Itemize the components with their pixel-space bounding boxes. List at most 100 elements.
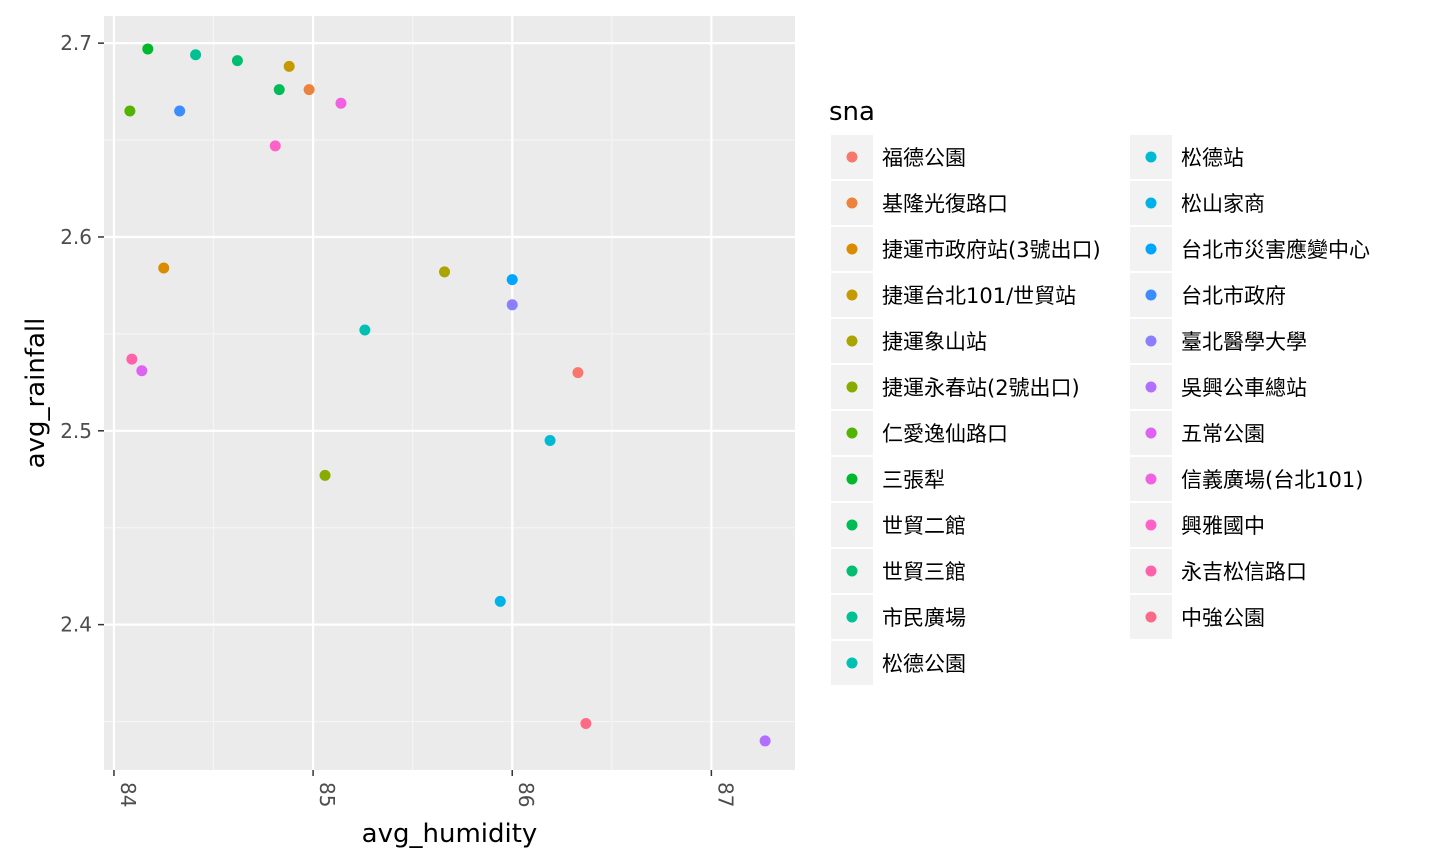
legend-item: 松山家商 (1130, 181, 1265, 225)
legend-swatch (1145, 289, 1157, 301)
legend-swatch (846, 381, 858, 393)
legend-label: 捷運象山站 (882, 330, 987, 354)
legend-swatch (846, 335, 858, 347)
data-points (124, 43, 771, 747)
data-point (174, 105, 186, 117)
legend-label: 吳興公車總站 (1181, 376, 1307, 400)
legend-item: 台北市災害應變中心 (1130, 227, 1370, 271)
y-tick-label: 2.5 (60, 419, 92, 443)
legend-label: 捷運永春站(2號出口) (882, 376, 1080, 400)
data-point (359, 324, 371, 336)
data-point (439, 266, 451, 278)
x-tick-label: 87 (713, 782, 737, 807)
legend-swatch (846, 427, 858, 439)
data-point (506, 299, 518, 311)
legend-label: 興雅國中 (1181, 514, 1265, 538)
legend-label: 世貿三館 (882, 560, 966, 584)
legend-item: 松德站 (1130, 135, 1244, 179)
legend-swatch (846, 657, 858, 669)
legend-item: 永吉松信路口 (1130, 549, 1307, 593)
data-point (190, 49, 202, 61)
x-tick-label: 84 (116, 782, 140, 807)
data-point (759, 735, 771, 747)
y-axis-title: avg_rainfall (21, 318, 51, 469)
legend-label: 松德站 (1181, 146, 1244, 170)
legend-item: 興雅國中 (1130, 503, 1265, 547)
legend-item: 吳興公車總站 (1130, 365, 1307, 409)
y-tick-label: 2.7 (60, 31, 92, 55)
legend-item: 松德公園 (831, 641, 966, 685)
data-point (572, 367, 584, 379)
legend-swatch (846, 289, 858, 301)
data-point (142, 43, 154, 55)
legend-item: 福德公園 (831, 135, 966, 179)
data-point (506, 274, 518, 286)
data-point (126, 353, 138, 365)
legend-label: 中強公園 (1181, 606, 1265, 630)
legend-item: 信義廣場(台北101) (1130, 457, 1363, 501)
data-point (136, 365, 148, 377)
legend-swatch (1145, 473, 1157, 485)
legend-swatch (1145, 151, 1157, 163)
data-point (124, 105, 136, 117)
plot-panel (104, 16, 795, 770)
legend-label: 仁愛逸仙路口 (882, 422, 1008, 446)
legend-label: 捷運市政府站(3號出口) (882, 238, 1101, 262)
legend-label: 基隆光復路口 (882, 192, 1008, 216)
legend-item: 捷運市政府站(3號出口) (831, 227, 1101, 271)
data-point (319, 469, 331, 481)
x-tick-label: 86 (514, 782, 538, 807)
data-point (273, 84, 285, 96)
legend-item: 臺北醫學大學 (1130, 319, 1307, 363)
legend-item: 基隆光復路口 (831, 181, 1008, 225)
legend-item: 世貿二館 (831, 503, 966, 547)
y-tick-label: 2.4 (60, 613, 92, 637)
data-point (303, 84, 315, 96)
legend-label: 五常公園 (1181, 422, 1265, 446)
legend-swatch (1145, 197, 1157, 209)
legend-item: 五常公園 (1130, 411, 1265, 455)
data-point (544, 434, 556, 446)
legend-label: 永吉松信路口 (1181, 560, 1307, 584)
legend-item: 捷運台北101/世貿站 (831, 273, 1076, 317)
legend-item: 仁愛逸仙路口 (831, 411, 1008, 455)
legend-swatch (1145, 565, 1157, 577)
legend-title: sna (829, 97, 875, 127)
legend-label: 臺北醫學大學 (1181, 330, 1307, 354)
legend-swatch (846, 473, 858, 485)
legend-label: 台北市政府 (1181, 284, 1286, 308)
legend-label: 松德公園 (882, 652, 966, 676)
legend-swatch (846, 243, 858, 255)
legend-swatch (846, 519, 858, 531)
legend-item: 世貿三館 (831, 549, 966, 593)
legend-label: 松山家商 (1181, 192, 1265, 216)
legend-swatch (1145, 335, 1157, 347)
legend-swatch (846, 151, 858, 163)
legend-item: 捷運象山站 (831, 319, 987, 363)
data-point (494, 595, 506, 607)
legend-label: 世貿二館 (882, 514, 966, 538)
data-point (269, 140, 281, 152)
minor-gridlines (104, 16, 795, 770)
data-point (283, 60, 295, 72)
legend-item: 台北市政府 (1130, 273, 1286, 317)
legend-swatch (846, 565, 858, 577)
major-gridlines (104, 16, 795, 770)
legend-label: 三張犁 (882, 468, 945, 492)
legend-swatch (1145, 427, 1157, 439)
legend-swatch (846, 611, 858, 623)
legend-swatch (1145, 611, 1157, 623)
x-tick-label: 85 (315, 782, 339, 807)
legend-swatch (1145, 519, 1157, 531)
legend-item: 市民廣場 (831, 595, 966, 639)
legend-label: 台北市災害應變中心 (1181, 238, 1370, 262)
legend-swatch (846, 197, 858, 209)
legend-label: 福德公園 (882, 146, 966, 170)
data-point (580, 717, 592, 729)
x-axis-title: avg_humidity (362, 819, 538, 849)
axes: 84 85 86 87 2.4 2.5 2.6 2.7 (60, 31, 737, 807)
legend-item: 中強公園 (1130, 595, 1265, 639)
y-tick-label: 2.6 (60, 225, 92, 249)
